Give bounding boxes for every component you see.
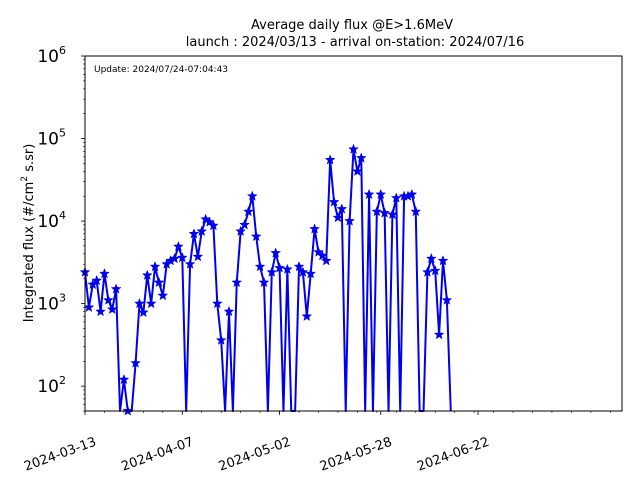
x-tick-label: 2024-05-02 (217, 435, 293, 475)
y-tick-exponent: 2 (59, 374, 66, 387)
data-point (332, 211, 344, 223)
data-point (270, 247, 282, 258)
data-point (176, 251, 188, 263)
data-point (293, 260, 305, 272)
data-point (258, 276, 270, 288)
data-point (375, 188, 387, 200)
data-point (106, 303, 118, 315)
y-tick-label: 102 (37, 374, 66, 397)
y-tick-base: 10 (37, 377, 59, 397)
y-tick-base: 10 (37, 47, 59, 67)
data-point (429, 265, 441, 276)
data-point (102, 294, 114, 305)
data-point (118, 373, 130, 385)
data-point (324, 154, 336, 165)
data-point (328, 196, 340, 207)
data-point (433, 328, 445, 340)
plot-area (85, 56, 622, 411)
data-point (246, 190, 258, 201)
x-tick-label: 2024-05-28 (318, 435, 394, 475)
y-axis-label-sup: 2 (20, 176, 30, 182)
data-point (437, 255, 449, 266)
y-tick-base: 10 (37, 130, 59, 150)
y-tick-label: 105 (37, 127, 66, 150)
data-point (99, 268, 110, 279)
data-point (223, 305, 235, 317)
data-point (134, 297, 145, 309)
data-point (141, 269, 153, 280)
data-point (239, 219, 250, 230)
data-point (390, 192, 402, 203)
data-point (410, 205, 422, 217)
data-point (254, 260, 266, 272)
data-point (250, 230, 262, 242)
data-point (301, 310, 313, 322)
data-point (231, 276, 243, 288)
data-point (348, 143, 359, 154)
data-point (95, 305, 106, 317)
data-point (149, 260, 161, 272)
data-point (91, 274, 103, 286)
data-point (184, 258, 196, 269)
y-axis-label-rest: s.sr) (22, 144, 37, 176)
data-point (157, 289, 169, 301)
y-tick-base: 10 (37, 295, 59, 315)
data-point (211, 297, 223, 309)
data-point (379, 207, 391, 218)
data-point (309, 223, 321, 234)
data-point (110, 283, 122, 294)
x-tick-label: 2024-03-13 (22, 435, 98, 475)
data-point (188, 228, 200, 239)
y-tick-exponent: 3 (59, 292, 66, 305)
data-point (192, 251, 204, 262)
data-point (355, 152, 367, 163)
data-point (145, 297, 157, 309)
data-point (363, 188, 375, 200)
data-point (441, 294, 453, 305)
data-point (207, 219, 219, 231)
data-point (130, 357, 142, 368)
data-point (320, 255, 332, 266)
x-tick-label: 2024-06-22 (415, 435, 491, 475)
y-axis-label-main: Integrated flux (#/cm (22, 182, 37, 323)
data-point (153, 276, 165, 288)
data-point (305, 268, 317, 279)
data-point (215, 334, 227, 345)
data-point (336, 203, 348, 214)
y-tick-exponent: 4 (59, 209, 66, 222)
plot-frame (84, 55, 623, 412)
data-point (422, 266, 433, 277)
y-tick-label: 106 (37, 44, 66, 67)
data-point (371, 205, 383, 217)
data-point (172, 240, 184, 252)
data-point (169, 252, 180, 264)
y-tick-exponent: 6 (59, 44, 66, 57)
data-point (235, 225, 247, 237)
y-tick-base: 10 (37, 212, 59, 232)
x-tick-label: 2024-04-07 (120, 435, 196, 475)
data-point (266, 266, 278, 277)
y-tick-exponent: 5 (59, 127, 66, 140)
update-annotation: Update: 2024/07/24-07:04:43 (94, 65, 228, 75)
data-point (243, 205, 254, 217)
data-point (406, 188, 418, 200)
data-point (386, 208, 398, 220)
data-point (297, 266, 309, 277)
data-point (351, 165, 363, 177)
data-point (281, 263, 293, 274)
y-axis-label: Integrated flux (#/cm2 s.sr) (20, 144, 37, 323)
data-point (425, 252, 437, 264)
data-point (344, 215, 356, 226)
y-tick-label: 104 (37, 209, 66, 232)
data-point (274, 262, 285, 273)
chart-subtitle: launch : 2024/03/13 - arrival on-station… (186, 35, 524, 50)
data-point (137, 306, 149, 318)
data-point (316, 250, 328, 261)
chart-title: Average daily flux @E>1.6MeV (251, 18, 453, 33)
y-tick-label: 103 (37, 292, 66, 315)
data-point (196, 225, 208, 237)
